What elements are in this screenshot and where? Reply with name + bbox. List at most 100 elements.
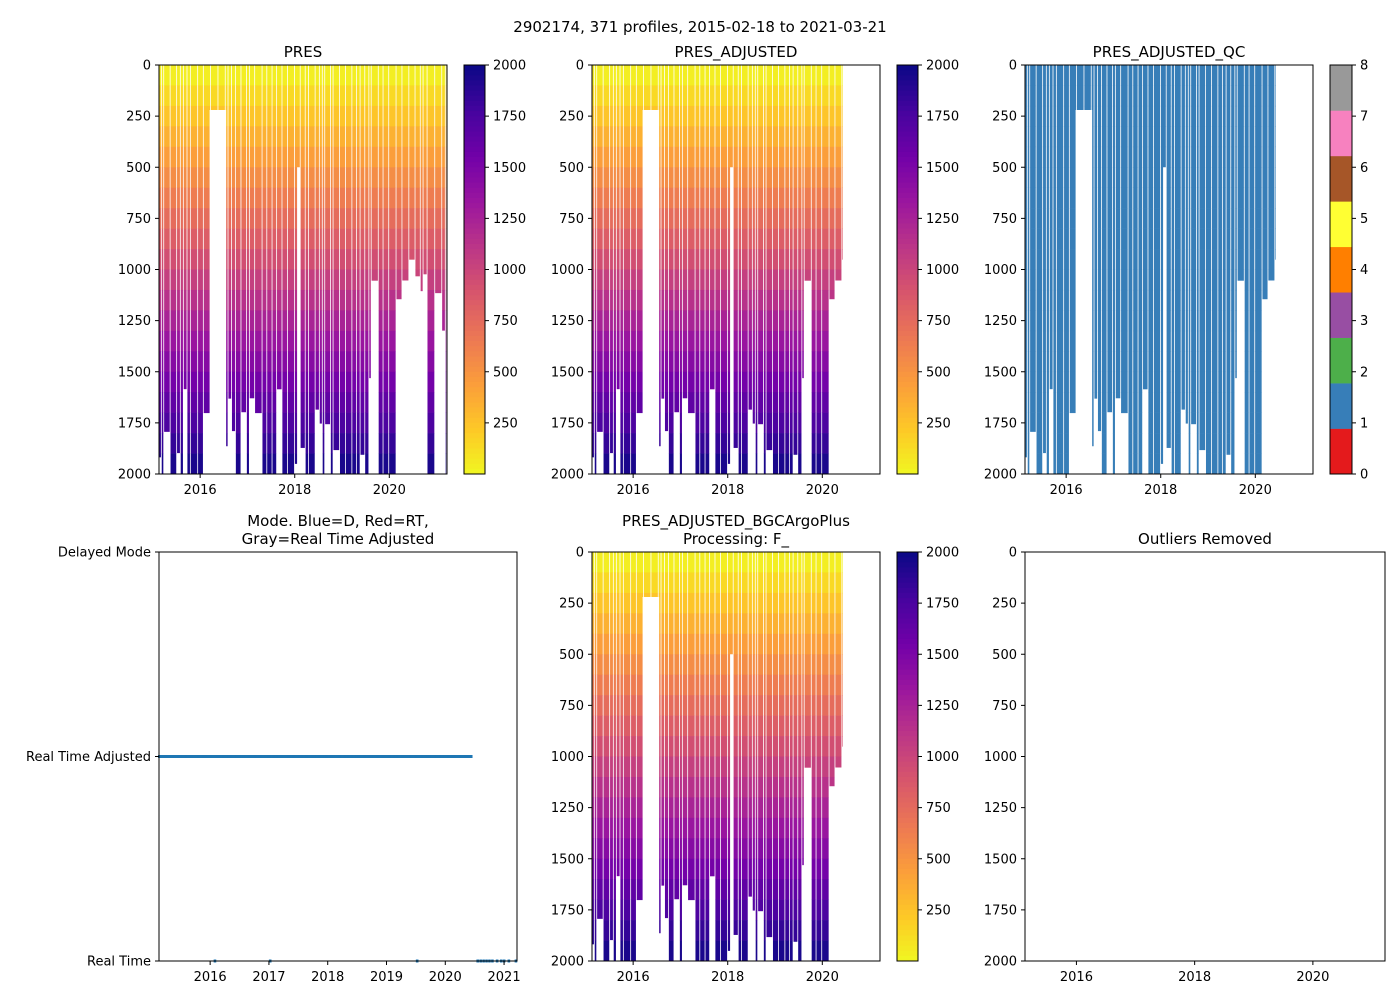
profile-cell — [339, 371, 346, 393]
profile-cell — [758, 65, 764, 86]
profile-cell — [636, 126, 644, 148]
profile-cell — [705, 838, 710, 860]
profile-cell — [356, 249, 360, 270]
profile-cell — [592, 776, 594, 798]
profile-cell — [822, 412, 829, 434]
profile-cell — [1121, 187, 1128, 209]
profile-cell — [610, 736, 613, 757]
profile-cell — [778, 797, 785, 819]
profile-cell — [180, 351, 183, 373]
profile-cell — [842, 613, 843, 635]
profile-cell — [1101, 412, 1107, 434]
profile-cell — [720, 126, 728, 148]
profile-cell — [710, 736, 715, 757]
x-tick-label: 2016 — [617, 970, 650, 985]
profile-cell — [793, 65, 798, 86]
profile-cell — [1211, 126, 1218, 148]
profile-cell — [1185, 208, 1188, 229]
profile-cell — [356, 433, 360, 454]
profile-cell — [1121, 65, 1128, 86]
profile-cell — [798, 817, 802, 839]
profile-cell — [616, 289, 620, 311]
profile-cell — [727, 65, 733, 86]
profile-cell — [755, 249, 758, 270]
profile-cell — [785, 715, 789, 737]
profile-cell — [679, 940, 682, 961]
profile-cell — [842, 146, 843, 168]
profile-cell — [631, 65, 636, 86]
profile-cell — [1107, 208, 1113, 229]
profile-cell — [1181, 289, 1185, 311]
profile-cell — [1148, 289, 1153, 311]
profile-cell — [1143, 208, 1148, 229]
profile-cell — [829, 633, 835, 655]
profile-cell — [246, 85, 249, 107]
colorbar-band — [897, 802, 918, 809]
profile-cell — [710, 613, 715, 635]
profile-cell — [778, 146, 785, 168]
profile-cell — [748, 817, 752, 839]
profile-cell — [231, 208, 236, 229]
profile-cell — [396, 85, 402, 107]
profile-cell — [235, 289, 241, 311]
profile-cell — [378, 249, 383, 270]
profile-cell — [674, 674, 680, 696]
profile-cell — [190, 208, 198, 229]
profile-cell — [789, 817, 793, 839]
profile-cell — [356, 351, 360, 373]
profile-cell — [365, 85, 369, 107]
profile-cell — [333, 412, 340, 434]
profile-cell — [720, 736, 728, 757]
x-tick-label: 2018 — [711, 483, 744, 498]
profile-cell — [255, 392, 262, 413]
profile-cell — [319, 269, 322, 291]
profile-cell — [308, 433, 315, 454]
profile-cell — [758, 351, 764, 373]
profile-cell — [613, 433, 616, 454]
data-gap — [642, 109, 660, 474]
profile-cell — [720, 392, 728, 413]
colorbar-band — [897, 233, 918, 240]
profile-cell — [333, 187, 340, 209]
profile-cell — [603, 674, 610, 696]
profile-cell — [369, 351, 371, 373]
profile-cell — [267, 453, 272, 474]
profile-cell — [631, 756, 636, 778]
profile-cell — [679, 433, 682, 454]
colorbar-band — [897, 736, 918, 742]
profile-cell — [1249, 146, 1255, 168]
profile-cell — [1205, 105, 1212, 127]
profile-cell — [700, 756, 705, 778]
profile-cell — [1069, 85, 1077, 107]
profile-cell — [1255, 105, 1262, 127]
profile-cell — [597, 715, 603, 737]
profile-cell — [755, 592, 758, 614]
profile-cell — [822, 838, 829, 860]
profile-cell — [798, 453, 802, 474]
profile-cell — [733, 412, 738, 434]
profile-cell — [300, 412, 305, 434]
profile-cell — [688, 351, 695, 373]
profile-cell — [177, 126, 180, 148]
profile-cell — [262, 371, 267, 393]
profile-cell — [758, 412, 764, 425]
profile-cell — [763, 552, 766, 573]
profile-cell — [246, 228, 249, 250]
profile-cell — [1205, 208, 1212, 229]
profile-cell — [325, 85, 331, 107]
profile-cell — [1133, 453, 1138, 474]
profile-cell — [715, 633, 720, 655]
profile-cell — [695, 371, 700, 393]
profile-cell — [1181, 392, 1185, 410]
profile-cell — [710, 817, 715, 839]
profile-cell — [1025, 105, 1027, 127]
profile-cell — [330, 126, 333, 148]
profile-cell — [325, 330, 331, 352]
profile-cell — [1025, 433, 1027, 454]
profile-cell — [1094, 351, 1098, 373]
profile-cell — [1268, 249, 1275, 270]
y-tick-label: 1000 — [984, 263, 1017, 278]
profile-cell — [758, 695, 764, 716]
profile-cell — [661, 208, 665, 229]
